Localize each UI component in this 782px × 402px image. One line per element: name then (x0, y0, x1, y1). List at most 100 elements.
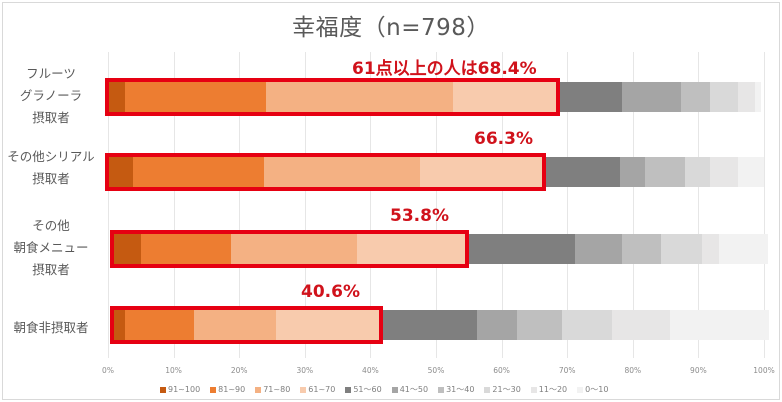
gridline (567, 52, 569, 358)
bar-segment (755, 82, 762, 112)
bar-segment (709, 157, 739, 187)
annotation-label: 66.3% (474, 129, 533, 149)
bar-row (108, 82, 764, 112)
bar-segment (738, 157, 764, 187)
legend-label: 51～60 (353, 385, 382, 394)
x-tick-label: 30% (296, 366, 314, 375)
category-label: その他 朝食メニュー 摂取者 (13, 218, 89, 277)
bar-segment (516, 310, 562, 340)
legend-swatch-icon (210, 386, 217, 393)
legend-item: 51～60 (345, 384, 382, 395)
bar-segment (379, 310, 477, 340)
legend-label: 21～30 (492, 385, 521, 394)
bar-segment (264, 157, 421, 187)
x-tick-label: 70% (558, 366, 576, 375)
bar-segment (420, 157, 543, 187)
bar-segment (561, 310, 612, 340)
bar-segment (113, 310, 126, 340)
plot-area: 61点以上の人は68.4% 66.3% 53.8% 40.6% (105, 52, 770, 358)
x-tick-label: 50% (427, 366, 445, 375)
x-tick-label: 90% (690, 366, 707, 375)
bar-segment (231, 234, 358, 264)
gridline (239, 52, 241, 358)
x-tick-label: 60% (493, 366, 510, 375)
bar-segment (108, 157, 133, 187)
x-tick-label: 40% (362, 366, 379, 375)
x-tick-label: 0% (102, 366, 114, 375)
x-tick-label: 20% (230, 366, 248, 375)
annotation-label: 53.8% (390, 206, 449, 226)
bar-segment (466, 234, 576, 264)
gridline (370, 52, 372, 358)
highlight-box (110, 230, 470, 268)
bar-segment (611, 310, 670, 340)
legend-label: 11～20 (538, 385, 568, 394)
bar-segment (453, 82, 557, 112)
bar-segment (702, 234, 720, 264)
category-label: フルーツ グラノーラ 摂取者 (19, 66, 83, 125)
legend-item: 11～20 (530, 384, 568, 395)
bar-segment (275, 310, 380, 340)
annotation-label: 61点以上の人は68.4% (352, 59, 537, 79)
chart-title: 幸福度（n=798） (292, 15, 490, 41)
legend-swatch-icon (255, 386, 262, 393)
bar-row (108, 234, 768, 264)
bar-segment (669, 310, 770, 340)
legend-label: 91~100 (168, 385, 201, 394)
legend-swatch-icon (160, 386, 166, 393)
legend-item: 21～30 (484, 384, 521, 395)
bar-segment (737, 82, 756, 112)
highlight-box (110, 306, 383, 344)
gridline (173, 52, 175, 358)
gridline (764, 52, 765, 358)
gridline (632, 52, 634, 358)
x-tick-label: 80% (624, 366, 642, 375)
legend-swatch-icon (577, 386, 584, 393)
bar-segment (661, 234, 703, 264)
legend: 91~100 81~90 71~80 61~70 51～60 41～50 31～40 21～3… (160, 384, 608, 395)
legend-swatch-icon (438, 386, 445, 393)
highlight-box (105, 153, 546, 191)
legend-item: 0～10 (577, 384, 608, 395)
legend-label: 31～40 (446, 385, 475, 394)
bar-segment (622, 234, 661, 264)
legend-swatch-icon (300, 386, 307, 393)
bar-segment (719, 234, 768, 264)
legend-item: 81~90 (210, 385, 245, 394)
bar-segment (357, 234, 467, 264)
bar-segment (125, 310, 194, 340)
legend-label: 71~80 (263, 385, 291, 394)
highlight-box (105, 78, 560, 116)
legend-item: 71~80 (255, 385, 290, 394)
bar-segment (108, 82, 126, 112)
bar-segment (266, 82, 454, 112)
bar-segment (193, 310, 276, 340)
gridline (108, 52, 109, 358)
legend-item: 61~70 (300, 385, 335, 394)
category-label: その他シリアル 摂取者 (7, 149, 95, 186)
bar-segment (542, 157, 620, 187)
bar-segment (680, 82, 710, 112)
bar-row (108, 310, 770, 340)
bar-segment (125, 82, 267, 112)
x-tick-label: 100% (753, 366, 775, 375)
bar-segment (141, 234, 232, 264)
gridline (436, 52, 437, 358)
gridline (304, 52, 306, 358)
legend-item: 41～50 (391, 384, 428, 395)
legend-item: 91~100 (160, 385, 200, 394)
gridline (698, 52, 700, 358)
legend-swatch-icon (345, 386, 352, 393)
legend-label: 0～10 (585, 385, 609, 394)
bar-segment (619, 157, 645, 187)
bar-row (108, 157, 764, 187)
legend-swatch-icon (530, 386, 537, 393)
legend-swatch-icon (391, 386, 398, 393)
gridline (501, 52, 503, 358)
bar-segment (685, 157, 710, 187)
legend-label: 61~70 (308, 385, 336, 394)
bar-segment (556, 82, 622, 112)
legend-label: 81~90 (218, 385, 246, 394)
category-label: 朝食非摂取者 (13, 320, 89, 335)
bar-segment (621, 82, 681, 112)
